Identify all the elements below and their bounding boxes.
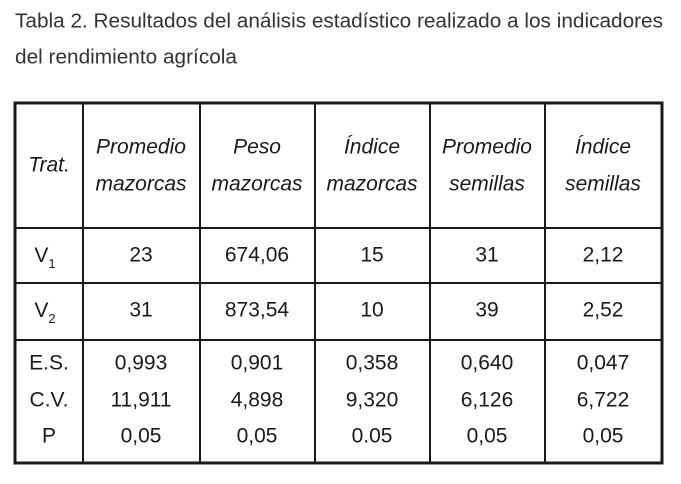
stat-cell: 9,320 bbox=[346, 389, 399, 412]
header-cell: mazorcas bbox=[95, 173, 187, 196]
data-cell: 674,06 bbox=[225, 244, 289, 267]
data-cell: 23 bbox=[129, 244, 152, 267]
header-cell: Trat. bbox=[28, 154, 70, 177]
header-cell: semillas bbox=[449, 173, 525, 196]
stat-cell: 0,358 bbox=[346, 352, 399, 375]
table-grid bbox=[13, 101, 664, 465]
stat-label: E.S. bbox=[29, 352, 69, 375]
header-cell: Índice bbox=[575, 136, 631, 159]
row-label-text: V bbox=[34, 244, 48, 267]
header-cell: Promedio bbox=[96, 136, 186, 159]
row-label: V1 bbox=[34, 244, 55, 272]
header-cell: mazorcas bbox=[326, 173, 418, 196]
stat-cell: 0,05 bbox=[121, 425, 162, 448]
stat-label: P bbox=[42, 425, 56, 448]
data-cell: 2,12 bbox=[583, 244, 624, 267]
title-line: Tabla 2. Resultados del análisis estadís… bbox=[15, 10, 663, 32]
row-label-text: V bbox=[34, 299, 48, 322]
stat-cell: 0,05 bbox=[583, 425, 624, 448]
stat-cell: 0,05 bbox=[237, 425, 278, 448]
data-cell: 31 bbox=[129, 299, 152, 322]
data-cell: 39 bbox=[475, 299, 498, 322]
stat-cell: 6,126 bbox=[461, 389, 514, 412]
data-cell: 10 bbox=[360, 299, 383, 322]
header-cell: mazorcas bbox=[211, 173, 303, 196]
header-cell: semillas bbox=[565, 173, 641, 196]
stat-cell: 6,722 bbox=[577, 389, 630, 412]
header-cell: Peso bbox=[233, 136, 281, 159]
stat-cell: 0,047 bbox=[577, 352, 630, 375]
stat-cell: 0,993 bbox=[115, 352, 168, 375]
row-label-sub: 1 bbox=[48, 256, 55, 271]
stat-label: C.V. bbox=[30, 389, 69, 412]
stat-cell: 0,05 bbox=[467, 425, 508, 448]
data-cell: 15 bbox=[360, 244, 383, 267]
stat-cell: 0,901 bbox=[231, 352, 284, 375]
stat-cell: 4,898 bbox=[231, 389, 284, 412]
header-cell: Promedio bbox=[442, 136, 532, 159]
data-cell: 873,54 bbox=[225, 299, 290, 322]
stat-cell: 0.05 bbox=[352, 425, 393, 448]
row-label: V2 bbox=[34, 299, 55, 327]
data-cell: 31 bbox=[475, 244, 498, 267]
data-cell: 2,52 bbox=[583, 299, 624, 322]
title-line: del rendimiento agrícola bbox=[15, 46, 238, 68]
header-cell: Índice bbox=[344, 136, 400, 159]
stat-cell: 11,911 bbox=[110, 389, 171, 412]
stat-cell: 0,640 bbox=[461, 352, 514, 375]
row-label-sub: 2 bbox=[48, 311, 55, 326]
